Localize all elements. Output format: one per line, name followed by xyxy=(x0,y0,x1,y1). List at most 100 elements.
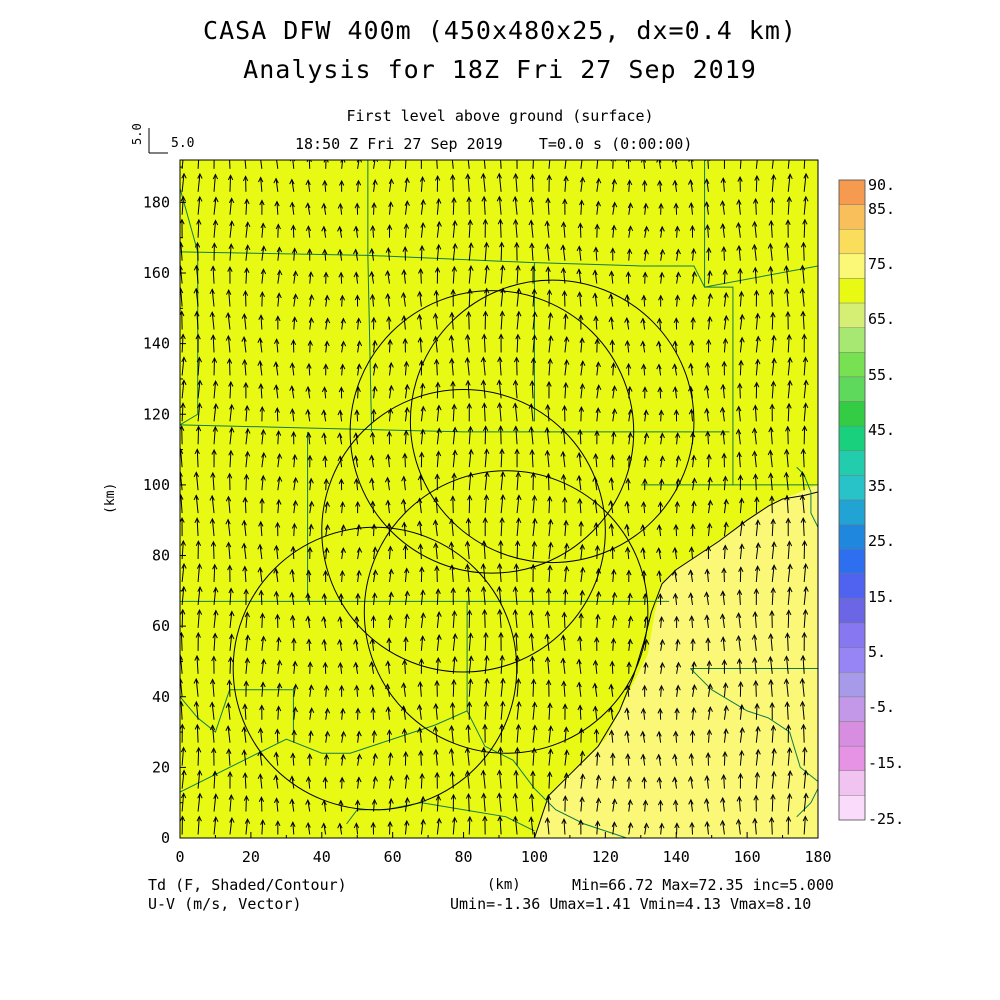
wind-vector xyxy=(323,478,329,491)
wind-vector xyxy=(496,769,503,789)
wind-vector xyxy=(659,432,665,445)
wind-vector xyxy=(624,317,630,330)
wind-vector xyxy=(512,195,518,215)
y-tick-label: 20 xyxy=(152,758,170,776)
wind-vector xyxy=(755,519,761,537)
wind-vector xyxy=(786,609,792,628)
wind-vector xyxy=(673,202,679,215)
wind-vector xyxy=(420,405,426,422)
wind-vector xyxy=(544,243,550,261)
wind-vector xyxy=(786,333,792,353)
x-axis-unit: (km) xyxy=(487,877,521,893)
dewpoint-contour xyxy=(533,491,818,838)
wind-vector xyxy=(435,381,441,399)
wind-vector xyxy=(580,360,586,376)
wind-vector xyxy=(354,202,360,215)
wind-vector xyxy=(544,220,550,238)
wind-vector xyxy=(420,635,426,651)
wind-vector xyxy=(452,426,458,445)
wind-vector xyxy=(417,290,423,307)
wind-vector xyxy=(514,241,520,261)
radar-ring-0 xyxy=(349,290,635,574)
wind-vector xyxy=(369,247,375,261)
wind-vector xyxy=(800,241,807,261)
wind-vector xyxy=(210,265,216,284)
wind-vector xyxy=(785,815,792,835)
wind-vector xyxy=(547,564,553,583)
colorbar-swatch xyxy=(838,524,866,550)
wind-vector xyxy=(755,358,761,376)
wind-vector xyxy=(705,637,711,651)
wind-vector xyxy=(736,658,743,674)
wind-vector xyxy=(799,471,806,491)
wind-vector xyxy=(260,268,267,284)
wind-vector xyxy=(785,425,791,445)
wind-vector xyxy=(563,565,570,583)
wind-vector xyxy=(800,654,806,674)
wind-vector xyxy=(388,568,394,583)
wind-vector xyxy=(371,316,377,330)
wind-vector xyxy=(578,819,584,835)
wind-vector xyxy=(193,264,200,284)
wind-vector xyxy=(180,700,184,720)
wind-vector xyxy=(289,614,296,628)
wind-vector xyxy=(289,201,295,215)
wind-vector xyxy=(480,172,486,192)
wind-vector xyxy=(436,427,442,445)
wind-vector xyxy=(180,195,186,215)
wind-vector xyxy=(704,774,710,789)
wind-vector xyxy=(643,432,650,445)
wind-vector xyxy=(803,562,809,583)
wind-vector xyxy=(181,769,187,789)
wind-vector xyxy=(544,633,550,651)
wind-vector xyxy=(417,543,424,560)
wind-vector xyxy=(193,677,199,697)
colorbar-swatch xyxy=(838,376,866,402)
wind-vector xyxy=(721,567,727,583)
wind-vector xyxy=(258,176,264,192)
wind-vector xyxy=(513,172,519,192)
wind-vector xyxy=(338,386,345,399)
wind-vector xyxy=(452,242,458,261)
wind-vector xyxy=(307,546,313,560)
wind-vector xyxy=(386,315,392,330)
wind-vector xyxy=(704,407,710,422)
wind-vector xyxy=(244,267,250,284)
wind-vector xyxy=(771,770,777,789)
colorbar-swatch xyxy=(838,770,866,796)
wind-vector xyxy=(416,520,423,537)
wind-vector xyxy=(369,638,375,651)
wind-vector xyxy=(435,588,441,605)
wind-vector xyxy=(799,677,805,697)
wind-vector xyxy=(228,449,234,468)
colorbar-label: 15. xyxy=(868,588,895,606)
wind-vector xyxy=(624,339,631,353)
wind-vector xyxy=(627,431,634,445)
wind-vector xyxy=(180,746,187,766)
wind-vector xyxy=(516,310,522,330)
wind-vector xyxy=(627,799,633,812)
wind-vector xyxy=(752,197,759,215)
wind-vector xyxy=(450,793,457,812)
wind-vector xyxy=(545,266,551,284)
wind-vector xyxy=(577,704,583,720)
wind-vector xyxy=(643,615,649,628)
wind-vector xyxy=(593,315,599,330)
wind-vector xyxy=(370,224,376,238)
wind-vector xyxy=(688,385,694,399)
wind-vector xyxy=(690,523,696,537)
wind-vector xyxy=(802,218,808,238)
wind-vector xyxy=(197,769,203,789)
wind-vector xyxy=(369,293,376,307)
wind-vector xyxy=(800,723,807,743)
wind-vector xyxy=(226,748,232,766)
wind-vector xyxy=(658,615,665,628)
wind-vector xyxy=(484,654,490,674)
wind-vector xyxy=(195,425,202,445)
wind-vector xyxy=(579,589,585,605)
wind-vector xyxy=(321,409,327,422)
x-tick-label: 160 xyxy=(734,848,761,866)
wind-vector xyxy=(419,451,425,468)
wind-vector xyxy=(245,221,251,238)
wind-vector xyxy=(385,706,391,720)
